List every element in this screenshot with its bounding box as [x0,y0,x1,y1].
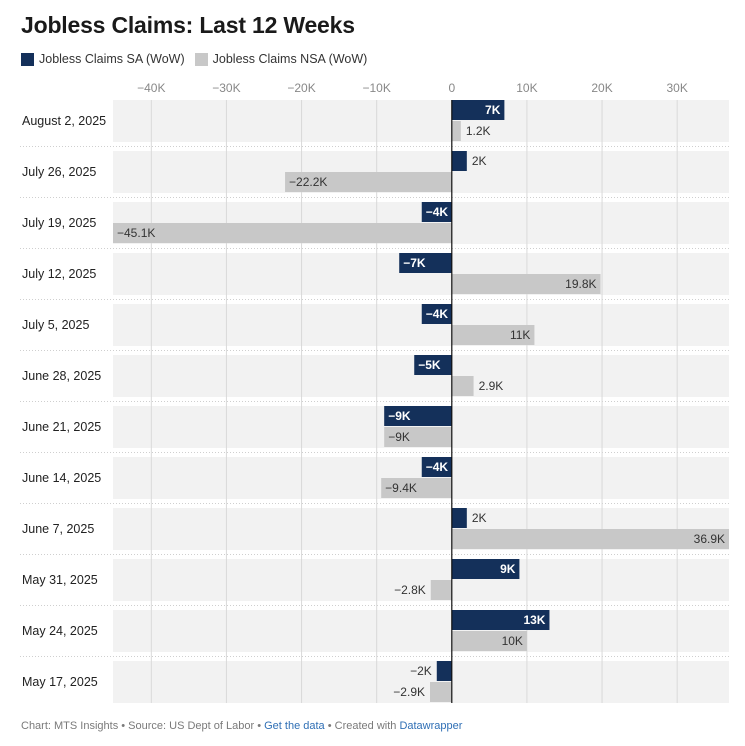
value-label: −9.4K [385,481,417,495]
value-label: 1.2K [466,124,491,138]
row-background [113,661,729,703]
footer-created-with: Created with [334,720,400,732]
category-label: June 28, 2025 [22,369,101,383]
category-label: June 14, 2025 [22,471,101,485]
x-tick-label: 30K [666,81,687,95]
legend-label-nsa: Jobless Claims NSA (WoW) [212,52,368,66]
category-label: July 19, 2025 [22,216,96,230]
bar-sa [451,100,505,120]
bar-sa [451,610,550,630]
row-background [113,304,729,346]
bar-nsa [381,478,452,498]
value-label: 19.8K [565,277,596,291]
value-label: −2K [410,664,432,678]
bar-sa [421,202,452,222]
value-label: 7K [485,103,501,117]
value-label: −2.9K [393,685,425,699]
row-background [113,100,729,142]
bar-nsa [451,121,461,141]
bar-nsa [430,682,452,702]
value-label: −45.1K [117,226,155,240]
bar-sa [414,355,452,375]
value-label: 11K [510,328,530,342]
x-tick-label: 10K [516,81,537,95]
category-label: June 21, 2025 [22,420,101,434]
category-label: June 7, 2025 [22,522,94,536]
bar-sa [451,151,467,171]
value-label: 2K [472,511,487,525]
category-label: May 17, 2025 [22,675,98,689]
category-label: May 31, 2025 [22,573,98,587]
value-label: −2.8K [394,583,426,597]
bar-sa [451,559,520,579]
value-label: 13K [523,613,545,627]
bar-nsa [285,172,452,192]
bar-nsa [451,631,527,651]
footer: Chart: MTS Insights • Source: US Dept of… [21,720,462,732]
value-label: −7K [403,256,426,270]
footer-chart-credit: Chart: MTS Insights [21,720,119,732]
x-tick-label: −10K [362,81,390,95]
bar-nsa [451,325,535,345]
legend-swatch-nsa [194,52,208,66]
value-label: 36.9K [694,532,725,546]
datawrapper-link[interactable]: Datawrapper [399,720,463,732]
value-label: −5K [418,358,441,372]
x-tick-label: 20K [591,81,612,95]
footer-separator: • [324,720,335,732]
footer-source: Source: US Dept of Labor [128,720,255,732]
x-tick-label: 0 [448,81,455,95]
category-label: July 5, 2025 [22,318,89,332]
footer-separator: • [118,720,129,732]
bar-nsa [451,529,729,549]
value-label: −9K [388,409,411,423]
category-label: July 26, 2025 [22,165,96,179]
legend: Jobless Claims SA (WoW) Jobless Claims N… [21,52,377,66]
value-label: 2K [472,154,487,168]
value-label: 10K [502,634,523,648]
bar-nsa [451,376,474,396]
value-label: 2.9K [479,379,504,393]
x-tick-label: −20K [287,81,315,95]
legend-label-sa: Jobless Claims SA (WoW) [39,52,185,66]
value-label: −9K [388,430,410,444]
bar-sa [399,253,452,273]
x-tick-label: −30K [212,81,240,95]
bar-nsa [384,427,452,447]
bar-nsa [113,223,452,243]
bar-sa [421,304,452,324]
bar-sa [451,508,467,528]
value-label: 9K [500,562,516,576]
value-label: −22.2K [289,175,327,189]
legend-item-nsa: Jobless Claims NSA (WoW) [194,52,368,66]
bar-nsa [430,580,452,600]
x-tick-label: −40K [137,81,165,95]
category-label: August 2, 2025 [22,114,106,128]
get-data-link[interactable]: Get the data [264,720,325,732]
footer-separator: • [254,720,265,732]
row-background [113,610,729,652]
bar-chart: −40K −30K −20K −10K 0 10K 20K 30K August 2, 2025… [20,81,729,703]
legend-swatch-sa [21,52,34,66]
value-label: −4K [426,205,449,219]
chart-title: Jobless Claims: Last 12 Weeks [21,12,355,38]
bar-sa [421,457,452,477]
bar-nsa [451,274,601,294]
value-label: −4K [426,307,449,321]
legend-item-sa: Jobless Claims SA (WoW) [21,52,185,66]
category-label: May 24, 2025 [22,624,98,638]
bar-sa [436,661,452,681]
category-label: July 12, 2025 [22,267,96,281]
row-background [113,559,729,601]
value-label: −4K [426,460,449,474]
bar-sa [384,406,452,426]
